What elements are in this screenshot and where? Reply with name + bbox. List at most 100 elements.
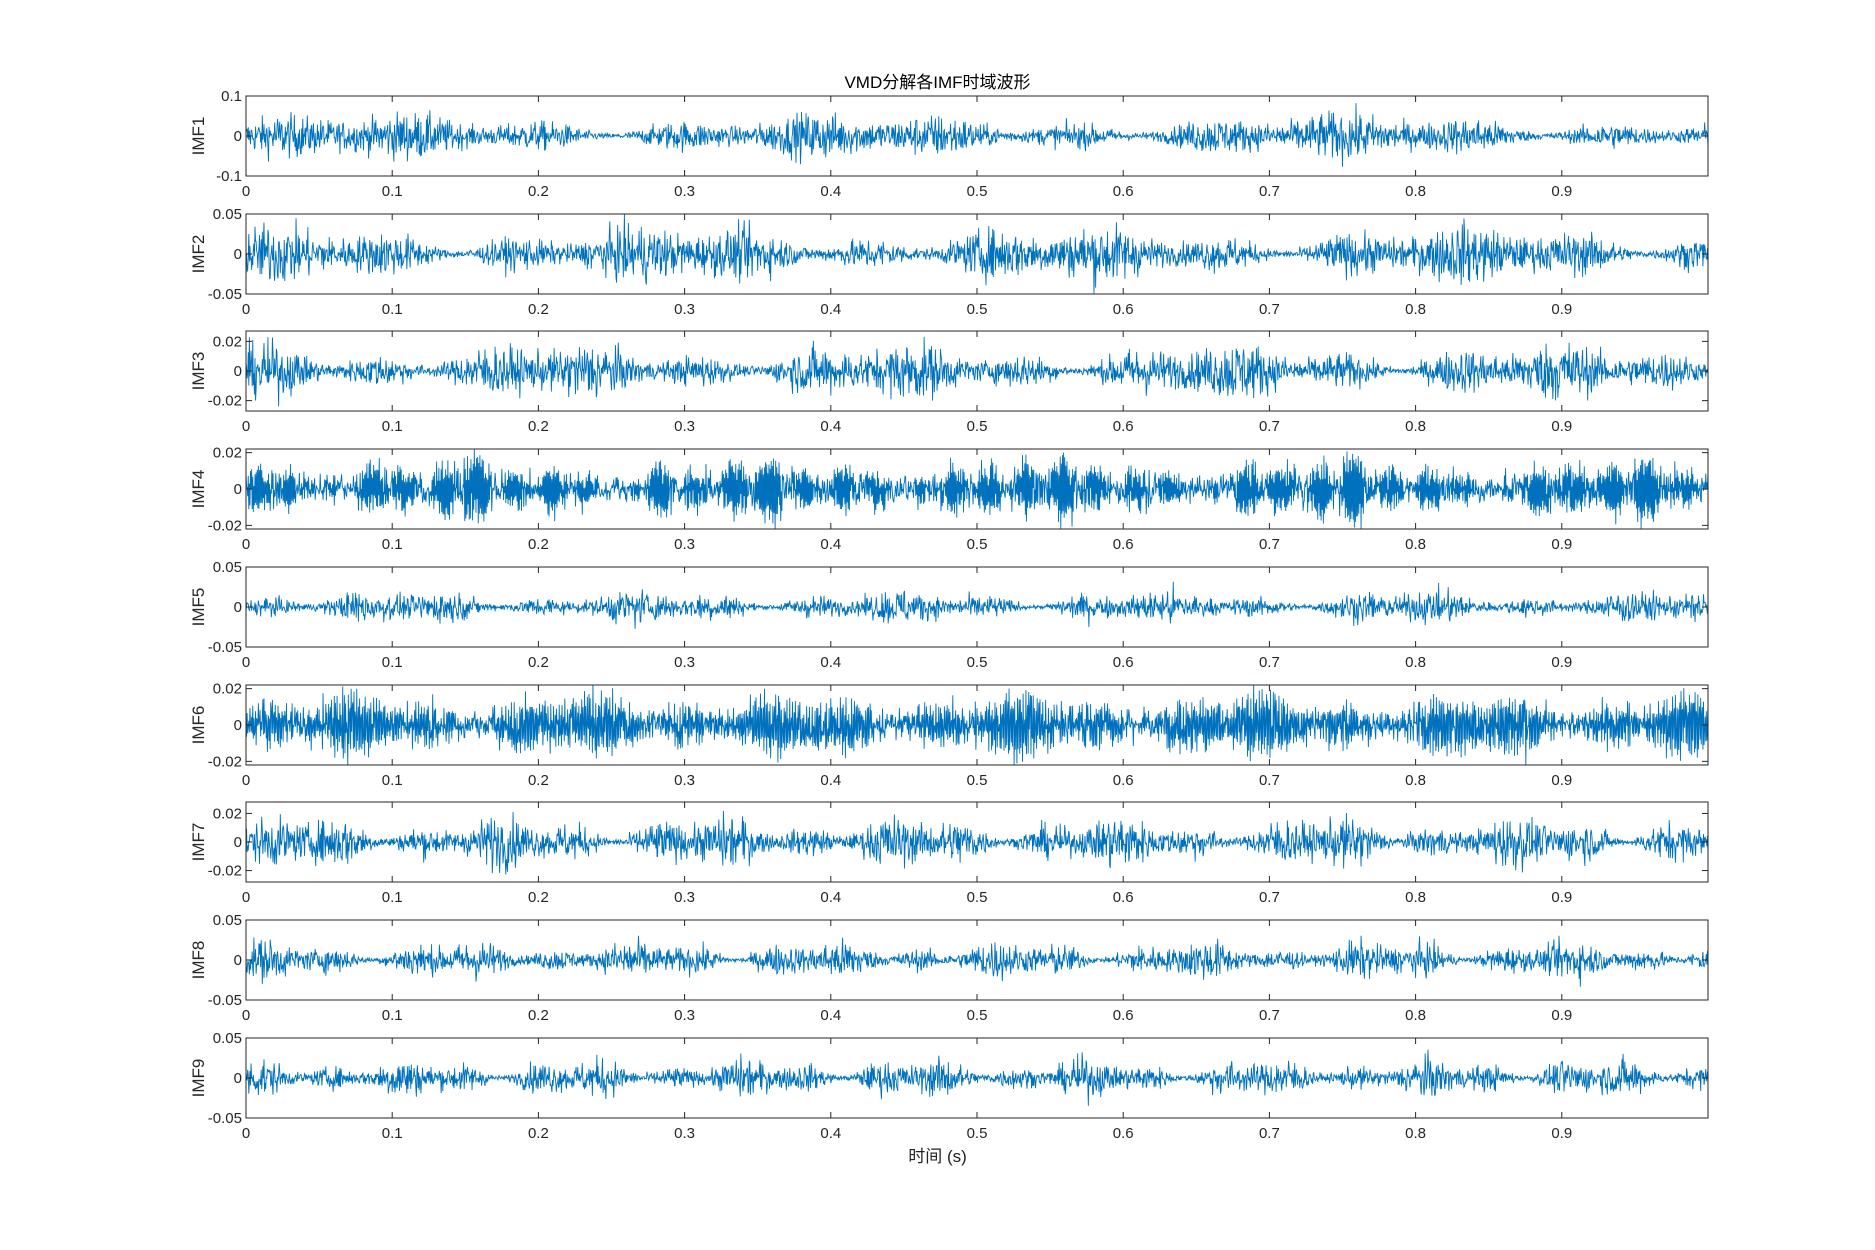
x-tick-label: 0.9 (1551, 1125, 1572, 1142)
subplot-imf8: 0 0.1 0.2 0.3 0.4 0.5 0.6 0.7 0.8 0.9-0.0500.05IM… (189, 912, 1709, 1024)
y-axis-label: IMF3 (189, 352, 208, 391)
x-tick-label: 0.8 (1405, 301, 1426, 318)
series-line-imf5 (246, 581, 1708, 629)
subplot-imf2: 0 0.1 0.2 0.3 0.4 0.5 0.6 0.7 0.8 0.9-0.0500.05IM… (189, 206, 1709, 318)
x-tick-label: 0.8 (1405, 418, 1426, 435)
x-tick-label: 0.4 (820, 418, 841, 435)
y-tick-label: 0 (234, 599, 242, 616)
x-tick-label: 0.5 (967, 1007, 988, 1024)
x-tick-label: 0.7 (1259, 536, 1280, 553)
x-tick-label: 0.8 (1405, 536, 1426, 553)
x-tick-label: 0.4 (820, 772, 841, 789)
x-tick-label: 0.7 (1259, 418, 1280, 435)
y-tick-label: 0.02 (213, 333, 242, 350)
x-tick-label: 0.2 (528, 1007, 549, 1024)
y-tick-label: -0.05 (208, 639, 242, 656)
x-tick-label: 0 (242, 301, 250, 318)
x-tick-label: 0.4 (820, 1007, 841, 1024)
x-tick-label: 0.9 (1551, 536, 1572, 553)
y-tick-label: -0.05 (208, 286, 242, 303)
y-tick-label: 0 (234, 246, 242, 263)
x-tick-label: 0.7 (1259, 1007, 1280, 1024)
x-tick-label: 0.1 (382, 654, 403, 671)
x-tick-label: 0.7 (1259, 889, 1280, 906)
x-tick-label: 0.7 (1259, 654, 1280, 671)
x-tick-label: 0.6 (1113, 654, 1134, 671)
subplot-imf7: 0 0.1 0.2 0.3 0.4 0.5 0.6 0.7 0.8 0.9-0.0200.02IM… (189, 801, 1709, 906)
x-tick-label: 0.2 (528, 1125, 549, 1142)
x-tick-label: 0.4 (820, 536, 841, 553)
y-tick-label: -0.02 (208, 863, 242, 880)
x-tick-label: 0.1 (382, 772, 403, 789)
x-tick-label: 0.2 (528, 536, 549, 553)
x-tick-label: 0.4 (820, 889, 841, 906)
x-tick-label: 0.5 (967, 418, 988, 435)
subplot-imf6: 0 0.1 0.2 0.3 0.4 0.5 0.6 0.7 0.8 0.9-0.0200.02IM… (189, 681, 1709, 789)
x-tick-label: 0.6 (1113, 183, 1134, 200)
y-tick-label: -0.1 (216, 168, 242, 185)
x-tick-label: 0 (242, 1007, 250, 1024)
x-tick-label: 0.1 (382, 301, 403, 318)
x-tick-label: 0.3 (674, 418, 695, 435)
x-tick-label: 0.9 (1551, 1007, 1572, 1024)
x-tick-label: 0.5 (967, 301, 988, 318)
x-tick-label: 0.7 (1259, 772, 1280, 789)
x-tick-label: 0.6 (1113, 536, 1134, 553)
x-tick-label: 0.5 (967, 889, 988, 906)
series-line-imf8 (246, 935, 1708, 987)
subplot-imf4: 0 0.1 0.2 0.3 0.4 0.5 0.6 0.7 0.8 0.9-0.0200.02IM… (189, 445, 1709, 553)
x-tick-label: 0.3 (674, 301, 695, 318)
x-tick-label: 0.5 (967, 536, 988, 553)
x-tick-label: 0.7 (1259, 301, 1280, 318)
x-tick-label: 0 (242, 418, 250, 435)
series-line-imf9 (246, 1049, 1708, 1106)
x-tick-label: 0.2 (528, 654, 549, 671)
x-tick-label: 0.6 (1113, 418, 1134, 435)
x-tick-label: 0.4 (820, 654, 841, 671)
x-tick-label: 0.5 (967, 772, 988, 789)
y-tick-label: 0.1 (221, 88, 242, 105)
x-tick-label: 0.6 (1113, 772, 1134, 789)
x-tick-label: 0.1 (382, 418, 403, 435)
y-tick-label: 0 (234, 1070, 242, 1087)
x-tick-label: 0.2 (528, 772, 549, 789)
series-line-imf4 (246, 449, 1708, 529)
x-tick-label: 0.8 (1405, 889, 1426, 906)
x-tick-label: 0.3 (674, 772, 695, 789)
y-tick-label: 0 (234, 834, 242, 851)
x-tick-label: 0.9 (1551, 301, 1572, 318)
x-tick-label: 0.2 (528, 301, 549, 318)
y-tick-label: 0 (234, 128, 242, 145)
x-tick-label: 0.3 (674, 1125, 695, 1142)
x-tick-label: 0.5 (967, 1125, 988, 1142)
series-line-imf6 (246, 685, 1708, 765)
x-tick-label: 0.4 (820, 1125, 841, 1142)
subplot-imf3: 0 0.1 0.2 0.3 0.4 0.5 0.6 0.7 0.8 0.9-0.0200.02IM… (189, 330, 1709, 435)
x-tick-label: 0 (242, 889, 250, 906)
x-tick-label: 0.6 (1113, 1007, 1134, 1024)
y-axis-label: IMF8 (189, 941, 208, 980)
x-tick-label: 0.4 (820, 301, 841, 318)
x-tick-label: 0.9 (1551, 418, 1572, 435)
x-tick-label: 0.1 (382, 1125, 403, 1142)
x-tick-label: 0.9 (1551, 654, 1572, 671)
x-tick-label: 0.4 (820, 183, 841, 200)
x-tick-label: 0.8 (1405, 772, 1426, 789)
y-axis-label: IMF2 (189, 235, 208, 274)
x-tick-label: 0.3 (674, 654, 695, 671)
x-tick-label: 0.1 (382, 889, 403, 906)
series-line-imf7 (246, 810, 1708, 875)
y-tick-label: 0.05 (213, 912, 242, 929)
y-tick-label: -0.02 (208, 517, 242, 534)
subplot-imf9: 0 0.1 0.2 0.3 0.4 0.5 0.6 0.7 0.8 0.9-0.0500.05IM… (189, 1030, 1709, 1142)
x-tick-label: 0.6 (1113, 889, 1134, 906)
y-tick-label: 0.02 (213, 805, 242, 822)
x-tick-label: 0.9 (1551, 183, 1572, 200)
subplot-imf5: 0 0.1 0.2 0.3 0.4 0.5 0.6 0.7 0.8 0.9-0.0500.05IM… (189, 559, 1709, 671)
series-line-imf1 (246, 103, 1708, 167)
x-tick-label: 0.8 (1405, 183, 1426, 200)
x-tick-label: 0.8 (1405, 1125, 1426, 1142)
